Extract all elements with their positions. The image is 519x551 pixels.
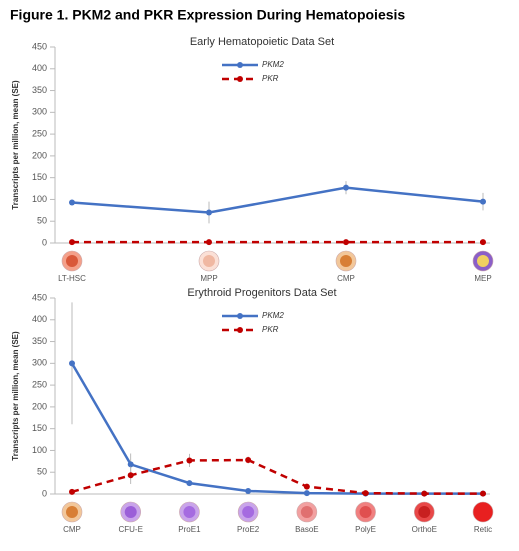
y-axis-label: Transcripts per million, mean (SE) — [11, 331, 20, 461]
data-point — [421, 491, 427, 497]
cell-nucleus — [203, 255, 215, 267]
y-tick-label: 400 — [32, 314, 47, 324]
x-tick-label: PolyE — [355, 525, 376, 534]
legend-marker — [237, 327, 243, 333]
cell-nucleus — [360, 506, 372, 518]
data-point — [128, 472, 134, 478]
data-point — [69, 360, 75, 366]
data-point — [69, 239, 75, 245]
data-point — [480, 199, 486, 205]
series-line — [72, 188, 483, 213]
data-point — [343, 185, 349, 191]
cell-nucleus — [340, 255, 352, 267]
cell-nucleus — [183, 506, 195, 518]
figure: Figure 1. PKM2 and PKR Expression During… — [0, 0, 519, 551]
cell-nucleus — [125, 506, 137, 518]
y-tick-label: 300 — [32, 107, 47, 117]
x-tick-label: OrthoE — [412, 525, 437, 534]
cell-nucleus — [66, 255, 78, 267]
legend-marker — [237, 313, 243, 319]
data-point — [69, 489, 75, 495]
x-tick-label: BasoE — [295, 525, 319, 534]
data-point — [186, 457, 192, 463]
data-point — [69, 199, 75, 205]
legend-label: PKR — [262, 325, 279, 334]
y-tick-label: 300 — [32, 358, 47, 368]
y-tick-label: 150 — [32, 423, 47, 433]
y-tick-label: 200 — [32, 401, 47, 411]
y-tick-label: 50 — [37, 216, 47, 226]
data-point — [206, 239, 212, 245]
data-point — [363, 490, 369, 496]
legend-label: PKM2 — [262, 311, 284, 320]
x-tick-label: Retic — [474, 525, 492, 534]
x-tick-label: MEP — [474, 274, 491, 283]
data-point — [343, 239, 349, 245]
data-point — [480, 239, 486, 245]
x-tick-label: CMP — [63, 525, 81, 534]
x-tick-label: MPP — [200, 274, 217, 283]
figure-title: Figure 1. PKM2 and PKR Expression During… — [10, 7, 405, 23]
data-point — [304, 490, 310, 496]
y-tick-label: 50 — [37, 467, 47, 477]
legend-label: PKR — [262, 74, 279, 83]
x-tick-label: ProE1 — [178, 525, 201, 534]
y-tick-label: 250 — [32, 128, 47, 138]
legend-label: PKM2 — [262, 60, 284, 69]
x-tick-label: CFU-E — [118, 525, 142, 534]
chart-title: Erythroid Progenitors Data Set — [187, 287, 336, 299]
data-point — [480, 491, 486, 497]
y-tick-label: 400 — [32, 63, 47, 73]
y-tick-label: 150 — [32, 172, 47, 182]
y-tick-label: 250 — [32, 379, 47, 389]
data-point — [128, 461, 134, 467]
cell-nucleus — [477, 506, 489, 518]
legend-marker — [237, 76, 243, 82]
y-tick-label: 100 — [32, 194, 47, 204]
data-point — [245, 488, 251, 494]
y-tick-label: 450 — [32, 292, 47, 302]
legend-marker — [237, 62, 243, 68]
y-tick-label: 350 — [32, 85, 47, 95]
x-tick-label: ProE2 — [237, 525, 260, 534]
data-point — [206, 210, 212, 216]
cell-nucleus — [418, 506, 430, 518]
cell-nucleus — [477, 255, 489, 267]
y-axis-label: Transcripts per million, mean (SE) — [11, 80, 20, 210]
cell-nucleus — [301, 506, 313, 518]
y-tick-label: 450 — [32, 41, 47, 51]
cell-nucleus — [242, 506, 254, 518]
x-tick-label: CMP — [337, 274, 355, 283]
chart-title: Early Hematopoietic Data Set — [190, 36, 334, 48]
y-tick-label: 100 — [32, 445, 47, 455]
cell-nucleus — [66, 506, 78, 518]
data-point — [304, 484, 310, 490]
data-point — [186, 480, 192, 486]
y-tick-label: 350 — [32, 336, 47, 346]
x-tick-label: LT-HSC — [58, 274, 86, 283]
data-point — [245, 457, 251, 463]
y-tick-label: 0 — [42, 488, 47, 498]
y-tick-label: 0 — [42, 237, 47, 247]
y-tick-label: 200 — [32, 150, 47, 160]
